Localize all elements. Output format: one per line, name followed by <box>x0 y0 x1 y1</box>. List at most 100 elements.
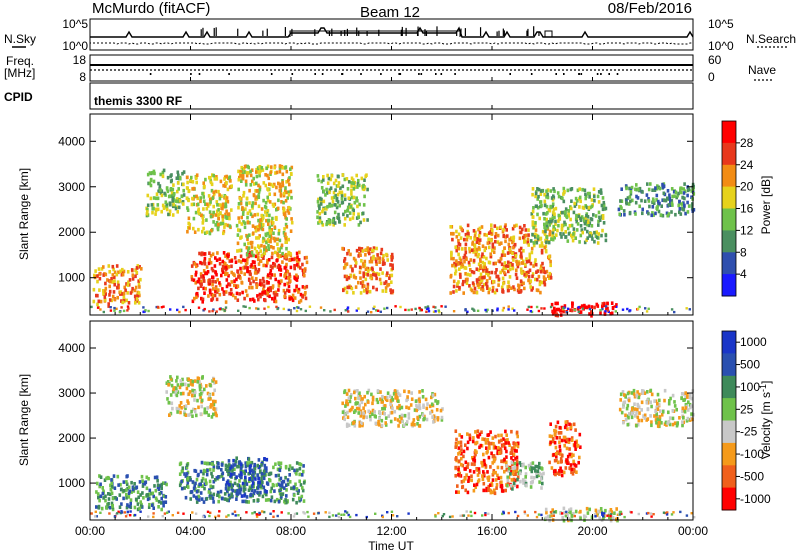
power-cell <box>236 298 240 302</box>
velocity-cell <box>189 379 193 383</box>
power-cell <box>277 198 280 203</box>
power-cell <box>284 236 288 241</box>
velocity-cell <box>654 399 658 403</box>
power-cell <box>225 266 229 270</box>
power-cell <box>485 310 488 313</box>
velocity-cell <box>187 401 190 405</box>
velocity-cell <box>104 494 107 499</box>
nave-dot <box>596 73 599 75</box>
velocity-cell <box>391 406 394 411</box>
power-cell <box>457 241 461 246</box>
velocity-cell <box>549 422 552 426</box>
power-cell <box>572 232 575 236</box>
power-cell <box>295 284 298 289</box>
power-cell <box>162 305 165 308</box>
velocity-cell <box>125 505 129 510</box>
power-cell <box>126 309 129 312</box>
velocity-cell <box>357 396 361 401</box>
power-cell <box>326 173 329 178</box>
noise-tick-low-left: 10^0 <box>62 39 88 53</box>
power-cell <box>237 177 241 182</box>
power-cell <box>191 299 195 304</box>
power-cell <box>546 195 550 200</box>
power-cell <box>671 194 674 199</box>
velocity-cell <box>293 493 296 497</box>
velocity-cell <box>500 489 504 493</box>
power-cell <box>485 271 488 275</box>
velocity-cell <box>568 422 571 427</box>
power-cell <box>159 188 162 192</box>
power-cell <box>284 186 287 190</box>
power-cell <box>534 228 538 232</box>
velocity-cell <box>335 514 338 517</box>
velocity-cell <box>263 510 266 514</box>
power-cell <box>347 276 351 280</box>
velocity-cell <box>342 513 346 516</box>
velocity-cell <box>610 513 613 516</box>
velocity-cell <box>147 477 150 481</box>
velocity-cell <box>165 482 168 487</box>
power-cell <box>192 186 196 191</box>
velocity-cell <box>624 413 627 418</box>
velocity-cell <box>259 484 262 488</box>
power-cell <box>228 291 231 296</box>
velocity-cell <box>191 480 195 484</box>
velocity-cell <box>504 429 507 434</box>
power-colorbar-step <box>722 164 736 188</box>
power-cell <box>594 234 598 238</box>
velocity-cell <box>285 488 288 492</box>
power-cell <box>99 308 102 311</box>
velocity-cell <box>298 462 301 466</box>
power-cell <box>224 254 227 258</box>
velocity-cell <box>163 512 167 515</box>
velocity-cell <box>491 473 495 477</box>
power-cell <box>246 234 249 239</box>
velocity-cell <box>506 438 509 442</box>
velocity-cell <box>218 494 221 499</box>
velocity-cell <box>252 491 256 496</box>
power-cell <box>273 165 276 170</box>
power-cell <box>142 306 145 309</box>
velocity-cell <box>656 402 659 406</box>
velocity-cell <box>286 482 290 487</box>
power-cell <box>290 220 294 225</box>
nave-dot <box>399 73 402 75</box>
power-cell <box>362 271 365 275</box>
power-cell <box>291 298 295 303</box>
velocity-cell <box>627 398 631 403</box>
velocity-cell <box>125 492 128 497</box>
velocity-cell <box>683 398 686 402</box>
power-cell <box>456 282 459 286</box>
velocity-cell <box>455 490 458 494</box>
velocity-cell <box>239 466 243 470</box>
power-cell <box>529 285 532 289</box>
power-cell <box>649 182 652 186</box>
velocity-cell <box>407 390 411 394</box>
velocity-cell <box>572 459 575 464</box>
velocity-cell <box>345 392 349 396</box>
power-cell <box>332 190 336 195</box>
power-cell <box>155 192 159 196</box>
velocity-cell <box>114 496 117 500</box>
power-cell <box>174 199 177 203</box>
velocity-cell <box>668 399 671 403</box>
power-cell <box>483 282 486 287</box>
power-cell <box>463 237 466 242</box>
power-cell <box>213 177 217 181</box>
velocity-cell <box>554 469 557 473</box>
velocity-cell <box>227 514 230 517</box>
power-cell <box>272 231 275 235</box>
velocity-cell <box>194 512 198 515</box>
power-cell <box>390 258 394 262</box>
velocity-cell <box>529 481 533 485</box>
velocity-cell <box>242 469 245 474</box>
power-cell <box>365 290 369 295</box>
velocity-cell <box>569 425 573 430</box>
power-cell <box>211 252 215 256</box>
velocity-cell <box>671 416 675 421</box>
velocity-cell <box>293 512 297 516</box>
nave-dot <box>190 73 192 75</box>
power-cell <box>597 200 601 204</box>
power-cell <box>377 272 381 277</box>
power-cell <box>186 208 190 212</box>
